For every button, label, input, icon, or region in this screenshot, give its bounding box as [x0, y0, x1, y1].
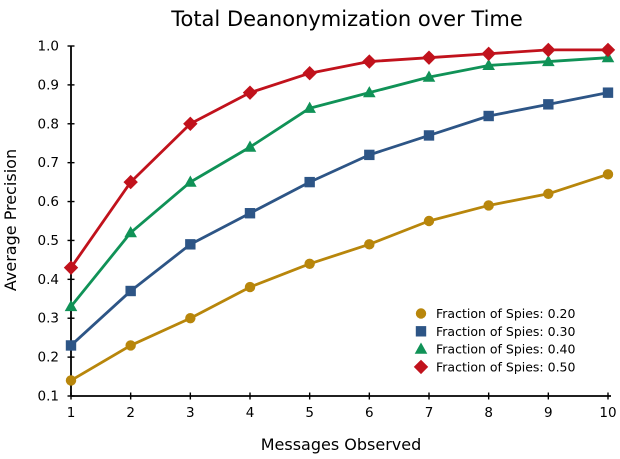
- diamond-marker: [600, 42, 616, 58]
- triangle-marker: [124, 226, 137, 238]
- y-tick-label: 0.7: [38, 155, 59, 171]
- triangle-marker: [64, 299, 78, 312]
- circle-marker: [415, 308, 427, 319]
- square-marker: [483, 110, 494, 122]
- legend-label: Fraction of Spies: 0.30: [436, 324, 576, 339]
- triangle-marker: [243, 140, 257, 152]
- y-tick-label: 0.1: [38, 389, 59, 405]
- square-marker: [415, 326, 427, 337]
- y-tick-label: 0.9: [38, 77, 59, 93]
- x-tick-label: 7: [425, 405, 434, 421]
- series-line: [69, 56, 609, 308]
- square-marker: [125, 285, 136, 297]
- legend-item: Fraction of Spies: 0.30: [415, 324, 576, 339]
- diamond-marker: [362, 54, 377, 69]
- triangle-marker: [422, 70, 436, 82]
- triangle-marker: [414, 342, 428, 354]
- circle-marker: [185, 313, 196, 324]
- diamond-marker: [541, 42, 556, 58]
- legend-item: Fraction of Spies: 0.40: [414, 342, 576, 357]
- square-marker: [304, 176, 315, 188]
- y-tick-label: 0.8: [38, 116, 59, 132]
- x-tick-label: 5: [305, 405, 314, 421]
- square-marker: [543, 99, 554, 110]
- x-tick-label: 1: [67, 405, 76, 421]
- y-tick-label: 1.0: [38, 39, 59, 55]
- circle-marker: [602, 169, 614, 180]
- diamond-marker: [242, 85, 258, 100]
- x-tick-label: 10: [599, 405, 616, 421]
- circle-marker: [543, 188, 554, 199]
- circle-marker: [364, 239, 375, 250]
- diamond-marker: [63, 260, 79, 275]
- circle-marker: [483, 200, 494, 211]
- chart-title: Total Deanonymization over Time: [170, 7, 523, 31]
- y-tick-label: 0.2: [38, 350, 59, 366]
- series-circle: [65, 169, 614, 386]
- diamond-marker: [421, 50, 437, 65]
- diamond-marker: [302, 66, 317, 81]
- square-marker: [364, 149, 375, 161]
- square-marker: [65, 340, 77, 351]
- series-square: [65, 87, 614, 351]
- series-line: [70, 173, 609, 382]
- y-tick-label: 0.6: [38, 194, 59, 210]
- legend: Fraction of Spies: 0.20 Fraction of Spies…: [413, 306, 576, 375]
- triangle-marker: [303, 101, 316, 113]
- circle-marker: [125, 340, 136, 351]
- x-tick-label: 4: [246, 405, 255, 421]
- triangle-marker: [363, 86, 376, 98]
- x-tick-label: 8: [484, 405, 493, 421]
- square-marker: [244, 208, 256, 219]
- x-tick-label: 6: [365, 405, 374, 421]
- square-marker: [423, 130, 435, 141]
- y-tick-label: 0.4: [38, 272, 59, 288]
- plot-area: 1 2 3 4 5 6 7 8 9 10 0.1 0.2 0.3 0.4 0.5 0.6 0.7 0.8 0.9 1.…: [38, 39, 617, 422]
- legend-label: Fraction of Spies: 0.50: [436, 359, 576, 374]
- circle-marker: [304, 258, 315, 269]
- diamond-marker: [183, 116, 198, 131]
- series-line: [69, 48, 608, 269]
- series-line: [70, 91, 609, 347]
- circle-marker: [244, 281, 256, 293]
- legend-label: Fraction of Spies: 0.20: [436, 306, 576, 321]
- legend-item: Fraction of Spies: 0.50: [413, 359, 576, 375]
- y-tick-label: 0.5: [38, 233, 59, 249]
- triangle-marker: [184, 175, 197, 187]
- square-marker: [185, 239, 196, 250]
- circle-marker: [423, 215, 435, 227]
- diamond-marker: [481, 46, 496, 61]
- x-tick-label: 9: [544, 405, 553, 421]
- triangle-marker: [542, 54, 555, 67]
- legend-label: Fraction of Spies: 0.40: [436, 342, 576, 357]
- series-diamond: [63, 42, 616, 275]
- series-triangle: [64, 51, 615, 312]
- circle-marker: [65, 375, 77, 386]
- square-marker: [602, 87, 614, 98]
- triangle-marker: [482, 58, 495, 71]
- x-tick-label: 2: [126, 405, 135, 421]
- diamond-marker: [413, 359, 429, 375]
- x-axis-label: Messages Observed: [261, 435, 422, 454]
- y-tick-label: 0.3: [38, 311, 59, 327]
- y-axis-label: Average Precision: [1, 149, 20, 291]
- diamond-marker: [123, 174, 138, 190]
- legend-item: Fraction of Spies: 0.20: [415, 306, 576, 321]
- x-tick-label: 3: [186, 405, 195, 421]
